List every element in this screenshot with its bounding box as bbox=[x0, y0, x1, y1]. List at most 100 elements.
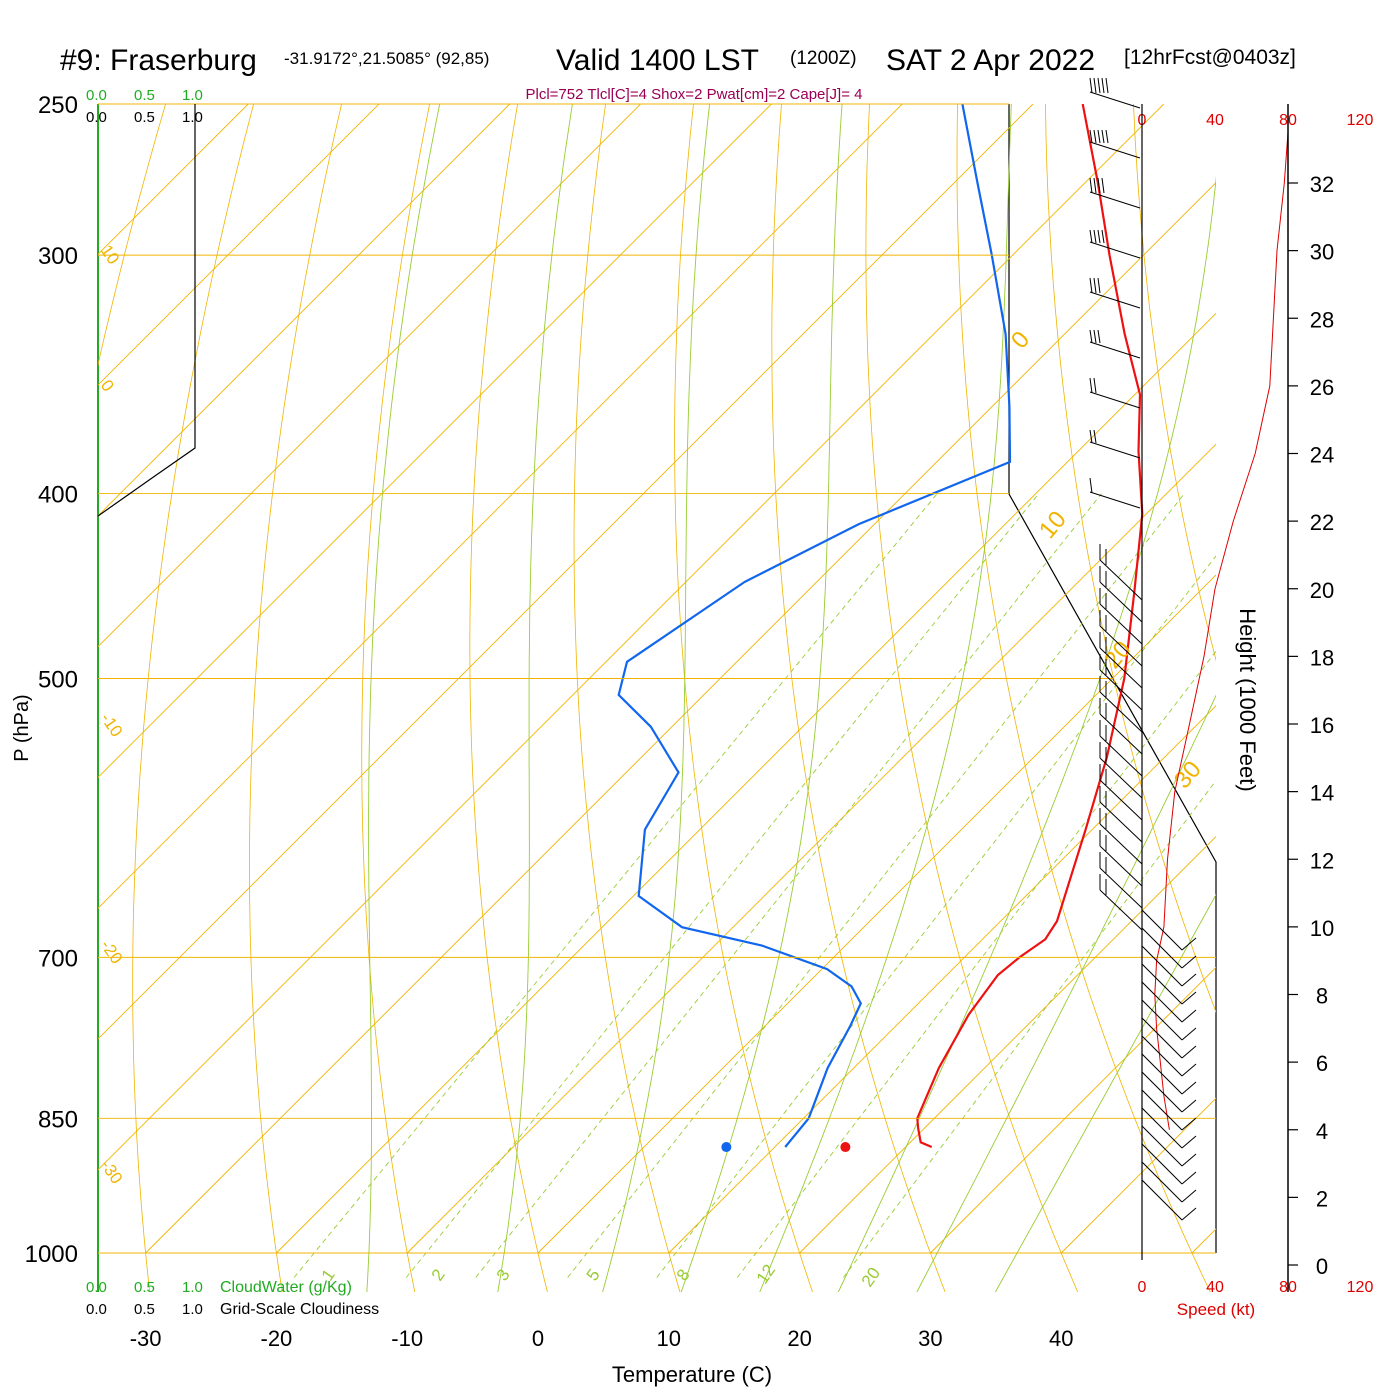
speed-tick-top-120: 120 bbox=[1347, 112, 1374, 129]
height-tick-label: 0 bbox=[1316, 1254, 1328, 1279]
dewpoint-profile-line bbox=[617, 104, 1012, 1148]
wind-barb-feather bbox=[1097, 129, 1101, 144]
wind-barb-staff bbox=[1089, 241, 1141, 259]
pressure-tick-label: 1000 bbox=[25, 1241, 78, 1268]
wind-barb-feather bbox=[1093, 129, 1097, 144]
wind-barb-staff bbox=[1099, 845, 1143, 887]
mixing-ratio-line bbox=[567, 493, 1185, 1278]
isotherm-line bbox=[668, 705, 1216, 1254]
y-axis-title: P (hPa) bbox=[11, 694, 33, 761]
wind-barb bbox=[1099, 610, 1143, 667]
moist-adiabat-line bbox=[680, 104, 843, 1292]
wind-barb bbox=[1099, 742, 1143, 799]
pressure-tick-label: 850 bbox=[38, 1106, 78, 1133]
dry-adiabat-line bbox=[361, 104, 431, 1292]
height-tick-label: 12 bbox=[1310, 848, 1334, 873]
wind-barb bbox=[1099, 764, 1143, 821]
wind-barb-staff bbox=[1141, 909, 1183, 951]
height-tick-label: 24 bbox=[1310, 443, 1334, 468]
wind-barb bbox=[1089, 477, 1141, 509]
height-axis-title: Height (1000 Feet) bbox=[1235, 608, 1260, 791]
cloud-tick-top-05: 0.5 bbox=[134, 87, 155, 104]
height-tick-label: 16 bbox=[1310, 713, 1334, 738]
wind-barb-feather bbox=[1181, 991, 1197, 1005]
wind-barb bbox=[1089, 129, 1141, 159]
pressure-tick-label: 700 bbox=[38, 945, 78, 972]
mixing-ratio-line bbox=[842, 779, 1216, 1278]
height-tick-label: 22 bbox=[1310, 510, 1334, 535]
wind-barb bbox=[1141, 1017, 1197, 1059]
height-tick-label: 2 bbox=[1316, 1186, 1328, 1211]
wind-barb-staff bbox=[1141, 981, 1183, 1023]
dry-adiabat-line bbox=[674, 104, 813, 1292]
moist-adiabat-line bbox=[759, 104, 1012, 1292]
dry-adiabat-line bbox=[1133, 104, 1216, 662]
wind-barb-feather bbox=[1181, 1081, 1197, 1095]
forecast-info: [12hrFcst@0403z] bbox=[1124, 46, 1296, 69]
wind-barb bbox=[1141, 1143, 1197, 1185]
wind-barb-feather bbox=[1181, 1117, 1197, 1131]
wind-barb-feather bbox=[1093, 277, 1097, 294]
moist-adiabat-line bbox=[602, 104, 711, 1292]
wind-barb-staff bbox=[1141, 927, 1183, 969]
cloudiness-tick-bottom-05: 0.5 bbox=[134, 1301, 155, 1318]
wind-barb bbox=[1141, 981, 1197, 1023]
wind-barb-staff bbox=[1141, 1035, 1183, 1077]
cloudiness-tick-top-0: 0.0 bbox=[86, 109, 107, 126]
height-tick-label: 26 bbox=[1310, 375, 1334, 400]
stability-indices: Plcl=752 Tlcl[C]=4 Shox=2 Pwat[cm]=2 Cap… bbox=[526, 86, 863, 103]
wind-barb bbox=[1099, 720, 1143, 777]
wind-barb bbox=[1141, 1161, 1197, 1203]
wind-barb-feather bbox=[1105, 129, 1109, 144]
wind-barb-feather bbox=[1101, 129, 1105, 144]
wind-barb-staff bbox=[1099, 713, 1143, 755]
wind-barb-staff bbox=[1089, 391, 1141, 409]
wind-barb-feather bbox=[1089, 177, 1093, 194]
wind-barb-feather bbox=[1105, 77, 1109, 94]
wind-barb-feather bbox=[1181, 1009, 1197, 1023]
cloudiness-tick-top-1: 1.0 bbox=[182, 109, 203, 126]
wind-barb-staff bbox=[1089, 491, 1141, 509]
wind-barb bbox=[1099, 676, 1143, 733]
surface-dewpoint-marker bbox=[721, 1142, 732, 1153]
cloud-tick-bottom-1: 1.0 bbox=[182, 1279, 203, 1296]
cloudiness-label: Grid-Scale Cloudiness bbox=[220, 1301, 379, 1318]
valid-time: Valid 1400 LST bbox=[556, 44, 759, 77]
station-coords: -31.9172°,21.5085° (92,85) bbox=[284, 49, 489, 68]
wind-barb bbox=[1099, 544, 1143, 601]
wind-barb-feather bbox=[1181, 1045, 1197, 1059]
valid-date: SAT 2 Apr 2022 bbox=[886, 44, 1095, 77]
dry-adiabat-line bbox=[249, 104, 343, 1292]
wind-barb bbox=[1141, 1035, 1197, 1077]
wind-barb-feather bbox=[1181, 955, 1197, 969]
dry-adiabat-line bbox=[865, 104, 1079, 1292]
speed-tick-top-40: 40 bbox=[1206, 112, 1224, 129]
wind-barb-staff bbox=[1089, 141, 1141, 159]
height-tick-label: 20 bbox=[1310, 578, 1334, 603]
wind-barb-feather bbox=[1089, 129, 1093, 144]
dry-adiabat-line bbox=[469, 104, 548, 1292]
wind-barb-feather bbox=[1101, 77, 1105, 94]
wind-barb-feather bbox=[1093, 329, 1097, 344]
cloudiness-tick-bottom-0: 0.0 bbox=[86, 1301, 107, 1318]
wind-barb-feather bbox=[1101, 229, 1105, 244]
wind-barb-staff bbox=[1099, 559, 1143, 601]
wind-barb-staff bbox=[1141, 1125, 1183, 1167]
dry-adiabat-line bbox=[132, 104, 255, 1292]
wind-barb-feather bbox=[1093, 229, 1097, 244]
height-tick-label: 30 bbox=[1310, 240, 1334, 265]
wind-barb bbox=[1141, 1089, 1197, 1131]
wind-barb-feather bbox=[1097, 329, 1101, 344]
cloudiness-tick-bottom-1: 1.0 bbox=[182, 1301, 203, 1318]
wind-barb-feather bbox=[1089, 229, 1093, 244]
wind-barb-feather bbox=[1093, 77, 1097, 94]
wind-barb-feather bbox=[1181, 1099, 1197, 1113]
temperature-tick-label: -30 bbox=[130, 1326, 162, 1351]
wind-barb-staff bbox=[1141, 1089, 1183, 1131]
grid-scale-cloudiness-line bbox=[97, 104, 196, 517]
wind-speed-profile-line bbox=[1154, 132, 1289, 1130]
wind-barb bbox=[1089, 229, 1141, 259]
temperature-tick-label: 30 bbox=[918, 1326, 942, 1351]
isotherm-line bbox=[98, 104, 641, 648]
